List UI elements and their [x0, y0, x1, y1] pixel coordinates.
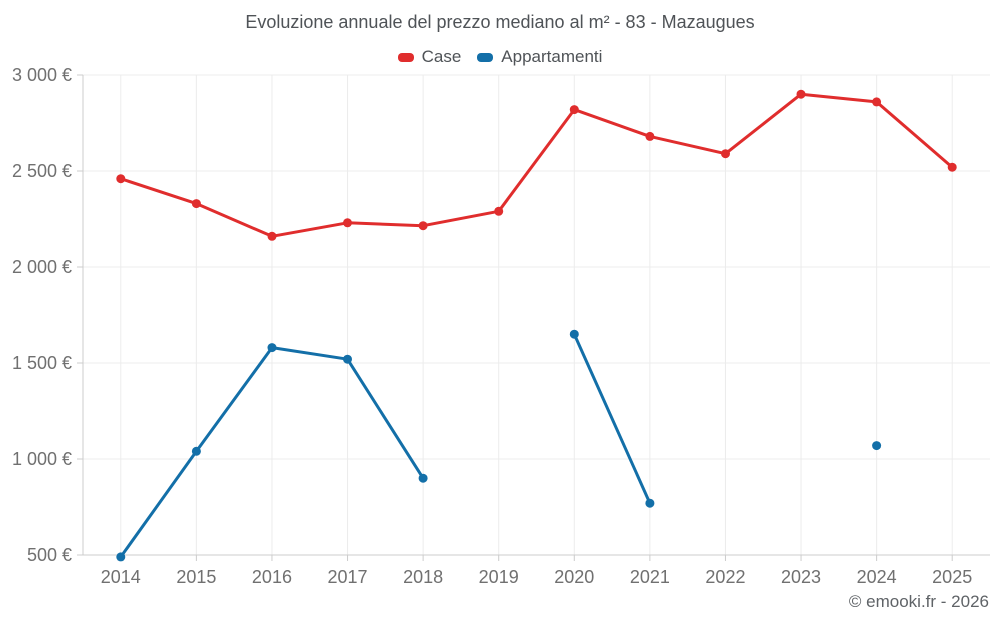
x-tick-label: 2025	[932, 567, 972, 587]
x-tick-label: 2024	[857, 567, 897, 587]
case-legend-swatch-icon	[397, 52, 414, 62]
x-tick-label: 2018	[403, 567, 443, 587]
case-point-2019[interactable]	[494, 206, 504, 216]
y-tick-label: 2 500 €	[12, 161, 72, 181]
case-point-2021[interactable]	[645, 131, 655, 141]
legend-label-case: Case	[421, 47, 462, 66]
x-tick-label: 2019	[479, 567, 519, 587]
case-point-2018[interactable]	[418, 221, 428, 231]
case-point-2024[interactable]	[872, 97, 882, 107]
legend-label-appartamenti: Appartamenti	[501, 47, 603, 66]
appartamenti-point-2018[interactable]	[418, 473, 428, 483]
x-tick-label: 2021	[630, 567, 670, 587]
y-tick-label: 1 000 €	[12, 449, 72, 469]
y-tick-label: 1 500 €	[12, 353, 72, 373]
copyright-credit: © emooki.fr - 2026	[848, 592, 989, 611]
case-point-2015[interactable]	[191, 199, 201, 209]
appartamenti-point-2017[interactable]	[343, 354, 352, 364]
legend-item-appartamenti[interactable]: Appartamenti	[477, 47, 602, 67]
case-point-2014[interactable]	[116, 174, 126, 184]
appartamenti-point-2024[interactable]	[872, 441, 882, 451]
x-tick-label: 2023	[781, 567, 821, 587]
x-tick-label: 2017	[328, 567, 368, 587]
case-point-2017[interactable]	[343, 218, 352, 228]
appartamenti-point-2015[interactable]	[191, 446, 201, 456]
x-tick-label: 2016	[252, 567, 292, 587]
x-tick-label: 2020	[554, 567, 594, 587]
y-tick-label: 2 000 €	[12, 257, 72, 277]
case-point-2022[interactable]	[721, 149, 730, 159]
case-point-2016[interactable]	[267, 231, 277, 241]
appartamenti-point-2020[interactable]	[569, 329, 579, 339]
legend: Case Appartamenti	[0, 47, 1000, 67]
appartamenti-legend-swatch-icon	[477, 52, 494, 62]
x-tick-label: 2015	[176, 567, 216, 587]
x-tick-label: 2022	[705, 567, 745, 587]
case-point-2025[interactable]	[947, 162, 957, 172]
legend-item-case[interactable]: Case	[397, 47, 462, 67]
case-point-2023[interactable]	[796, 89, 806, 99]
case-line	[119, 92, 954, 238]
y-tick-label: 3 000 €	[12, 65, 72, 85]
y-tick-label: 500 €	[27, 545, 72, 565]
case-point-2020[interactable]	[569, 105, 579, 115]
chart-title: Evoluzione annuale del prezzo mediano al…	[245, 12, 755, 32]
x-tick-label: 2014	[101, 567, 141, 587]
appartamenti-point-2021[interactable]	[645, 498, 655, 508]
appartamenti-point-2014[interactable]	[116, 552, 126, 562]
appartamenti-point-2016[interactable]	[267, 343, 277, 353]
